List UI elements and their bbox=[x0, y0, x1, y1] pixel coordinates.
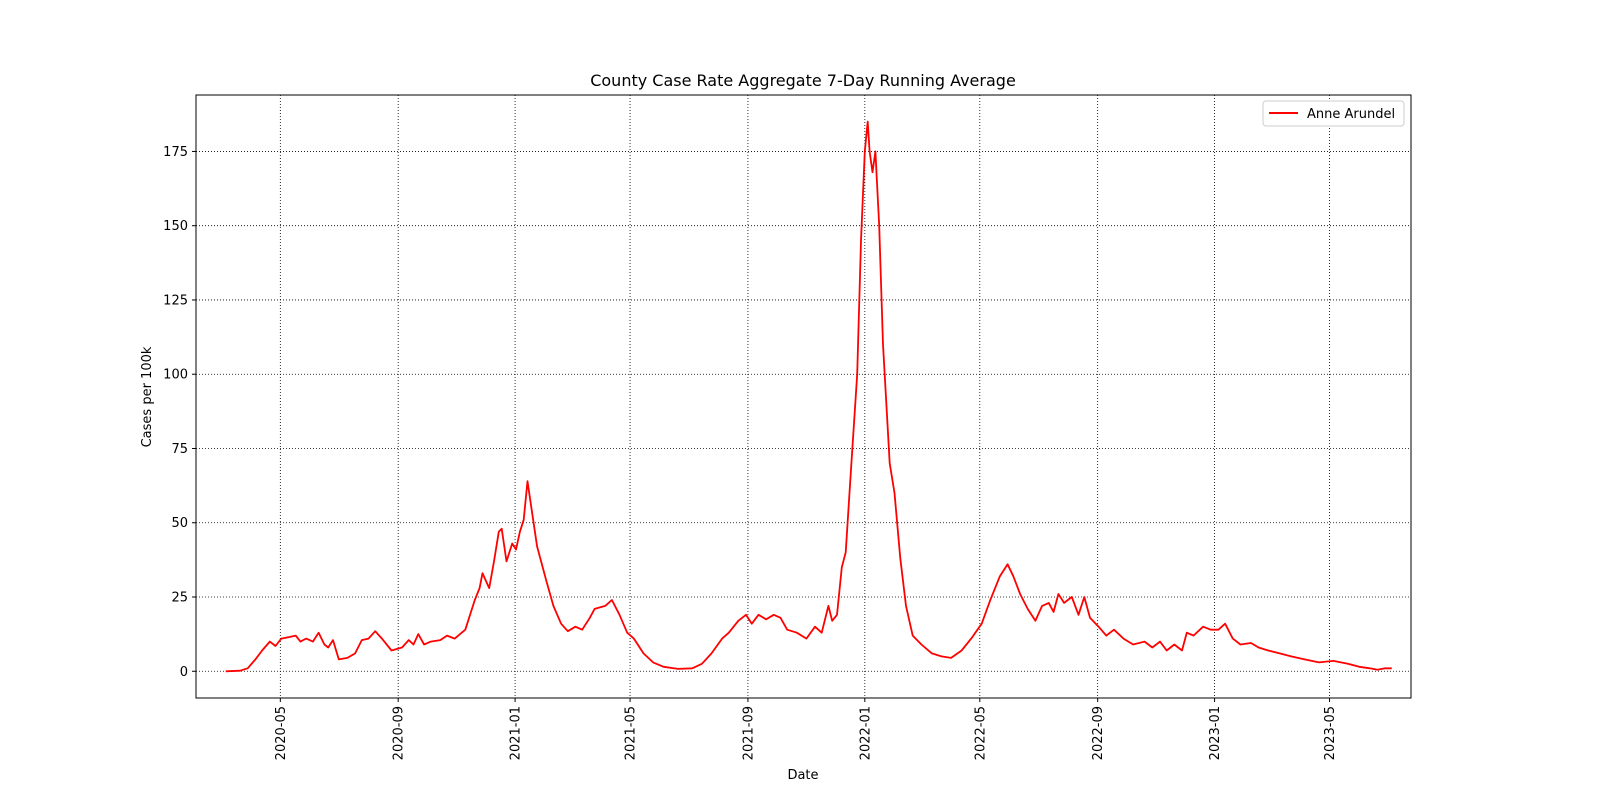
plot-frame bbox=[195, 94, 1412, 699]
grid-layer bbox=[196, 95, 1411, 698]
x-axis-label: Date bbox=[787, 768, 818, 783]
y-axis-label: Cases per 100k bbox=[140, 346, 155, 447]
y-tick-label: 125 bbox=[163, 293, 188, 308]
legend-box bbox=[1262, 100, 1405, 127]
legend: Anne Arundel bbox=[1262, 100, 1405, 127]
x-tick-label: 2021-05 bbox=[624, 706, 639, 760]
y-tick-label: 175 bbox=[163, 145, 188, 160]
x-tick-label: 2022-01 bbox=[858, 706, 873, 760]
x-tick-label: 2022-05 bbox=[973, 706, 988, 760]
ticks-layer: 0 25 50 75 100 125 150 175 2020-05 2020-09 2021-01… bbox=[163, 145, 1338, 760]
y-tick-label: 75 bbox=[171, 442, 188, 457]
chart-title: County Case Rate Aggregate 7-Day Running… bbox=[590, 71, 1016, 90]
x-tick-label: 2021-01 bbox=[509, 706, 524, 760]
x-tick-label: 2021-09 bbox=[741, 706, 756, 760]
y-tick-label: 100 bbox=[163, 368, 188, 383]
y-tick-label: 25 bbox=[171, 591, 188, 606]
series-line bbox=[225, 120, 1392, 673]
x-tick-label: 2023-01 bbox=[1208, 706, 1223, 760]
legend-label: Anne Arundel bbox=[1307, 107, 1395, 122]
x-tick-label: 2023-05 bbox=[1323, 706, 1338, 760]
x-tick-label: 2020-09 bbox=[392, 706, 407, 760]
y-tick-label: 150 bbox=[163, 219, 188, 234]
y-tick-label: 0 bbox=[180, 665, 188, 680]
x-tick-label: 2020-05 bbox=[274, 706, 289, 760]
x-tick-label: 2022-09 bbox=[1091, 706, 1106, 760]
y-tick-label: 50 bbox=[171, 516, 188, 531]
series-layer bbox=[225, 120, 1392, 673]
